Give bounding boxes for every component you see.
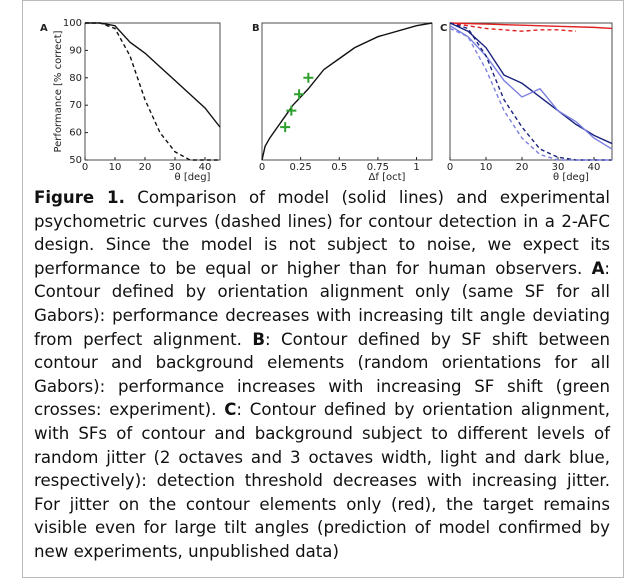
- plot-frame: [449, 22, 613, 161]
- plot-frame: [261, 22, 433, 161]
- cross-marker: [294, 89, 305, 100]
- part-text: : Contour defined by orientation alignme…: [34, 400, 611, 561]
- x-axis-label: Δf [oct]: [369, 172, 406, 183]
- part-text: : Contour defined by orientation alignme…: [34, 258, 610, 349]
- x-tick-label: 0.5: [331, 162, 347, 173]
- frame: [22, 0, 624, 578]
- caption: Figure 1. Comparison of model (solid lin…: [34, 186, 610, 564]
- x-tick-label: 30: [169, 162, 182, 173]
- panel-label: A: [40, 23, 48, 34]
- cross-marker: [303, 72, 314, 83]
- series-line: [449, 25, 613, 150]
- series-line: [85, 22, 221, 128]
- panel-label: B: [252, 23, 260, 34]
- series-line: [261, 22, 433, 161]
- series-line: [449, 27, 612, 161]
- plot-frame: [84, 22, 221, 161]
- series-line: [449, 22, 613, 145]
- x-axis-label: θ [deg]: [553, 172, 589, 183]
- y-tick-label: 50: [69, 155, 82, 166]
- series-line: [85, 22, 220, 161]
- part-label: B: [252, 329, 265, 349]
- x-tick-label: 0.75: [367, 162, 389, 173]
- x-tick-label: 10: [480, 162, 493, 173]
- caption-label: Figure 1.: [34, 188, 125, 207]
- series-line: [449, 22, 612, 161]
- x-tick-label: 0: [447, 162, 453, 173]
- y-tick-label: 100: [63, 18, 82, 29]
- x-axis-label: θ [deg]: [175, 172, 211, 183]
- y-tick-label: 70: [69, 100, 82, 111]
- x-tick-label: 40: [199, 162, 212, 173]
- cross-marker: [280, 122, 291, 133]
- cross-marker: [286, 105, 297, 116]
- panel-label: C: [440, 23, 447, 34]
- x-tick-label: 20: [139, 162, 152, 173]
- x-tick-label: 0.25: [290, 162, 312, 173]
- series-line: [449, 22, 577, 32]
- x-tick-label: 30: [552, 162, 565, 173]
- x-tick-label: 10: [109, 162, 122, 173]
- caption-text: Comparison of model (solid lines) and ex…: [34, 188, 610, 278]
- x-tick-label: 40: [588, 162, 601, 173]
- series-line: [449, 22, 613, 30]
- part-text: : Contour defined by SF shift between co…: [34, 329, 610, 420]
- x-tick-label: 0: [82, 162, 88, 173]
- y-tick-label: 60: [69, 128, 82, 139]
- y-tick-label: 80: [69, 73, 82, 84]
- x-tick-label: 0: [259, 162, 265, 173]
- x-tick-label: 1: [413, 162, 419, 173]
- part-label: A: [591, 258, 605, 278]
- y-axis-label: Performance [% correct]: [53, 30, 64, 152]
- y-tick-label: 90: [69, 45, 82, 56]
- x-tick-label: 20: [516, 162, 529, 173]
- part-label: C: [224, 400, 237, 420]
